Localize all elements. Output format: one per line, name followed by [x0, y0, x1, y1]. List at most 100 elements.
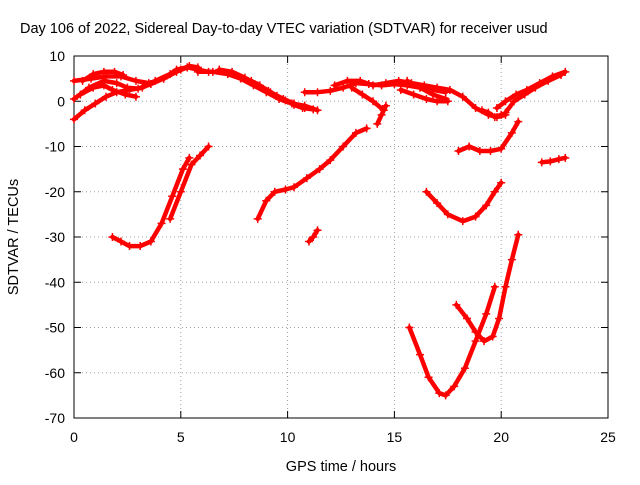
x-tick-label: 15 — [387, 429, 403, 445]
x-tick-label: 5 — [177, 429, 185, 445]
data-point — [339, 142, 348, 151]
data-point — [433, 199, 442, 208]
data-point — [561, 153, 570, 162]
series-track-u — [166, 142, 213, 223]
data-point — [497, 144, 506, 153]
data-point — [561, 67, 570, 76]
data-point — [405, 323, 414, 332]
series-track-x — [422, 178, 506, 226]
data-point — [497, 110, 506, 119]
series-line — [503, 72, 564, 115]
data-point — [281, 185, 290, 194]
data-point — [369, 81, 378, 90]
data-point — [290, 183, 299, 192]
data-layer — [70, 61, 570, 400]
data-point — [471, 212, 480, 221]
data-point — [514, 230, 523, 239]
data-point — [330, 81, 339, 90]
data-point — [159, 74, 168, 83]
y-tick-label: 10 — [49, 48, 65, 64]
data-point — [193, 67, 202, 76]
series-track-y — [405, 282, 499, 400]
data-point — [125, 242, 134, 251]
series-line — [424, 180, 504, 224]
x-tick-label: 0 — [70, 429, 78, 445]
series-line — [454, 232, 521, 344]
data-point — [215, 65, 224, 74]
data-point — [510, 97, 519, 106]
data-point — [369, 97, 378, 106]
x-tick-label: 10 — [280, 429, 296, 445]
data-point — [460, 364, 469, 373]
data-point — [112, 79, 121, 88]
y-tick-label: -30 — [45, 229, 65, 245]
data-point — [486, 147, 495, 156]
data-point — [247, 76, 256, 85]
data-point — [70, 94, 78, 103]
data-point — [477, 106, 486, 115]
series-track-h — [247, 76, 318, 114]
data-point — [108, 85, 117, 94]
data-point — [495, 314, 504, 323]
data-point — [78, 76, 87, 85]
data-point — [471, 337, 480, 346]
series-line — [404, 78, 448, 102]
data-point — [441, 94, 450, 103]
series-line — [71, 65, 190, 102]
data-point — [185, 153, 194, 162]
data-point — [228, 67, 237, 76]
data-point — [183, 63, 192, 72]
data-point — [110, 67, 119, 76]
data-point — [240, 73, 249, 82]
data-point — [501, 108, 510, 117]
data-point — [208, 67, 217, 76]
data-point — [452, 300, 461, 309]
data-point — [176, 187, 185, 196]
x-axis-label: GPS time / hours — [286, 459, 396, 475]
series-track-d — [76, 81, 140, 101]
data-point — [196, 151, 205, 160]
data-point — [270, 187, 279, 196]
data-point — [281, 96, 290, 105]
series-line — [407, 284, 498, 398]
data-point — [131, 76, 140, 85]
data-point — [394, 76, 403, 85]
data-point — [422, 94, 431, 103]
series-line — [255, 126, 369, 222]
series-track-q — [477, 106, 506, 122]
y-tick-label: -70 — [45, 410, 65, 426]
data-point — [484, 108, 493, 117]
data-point — [403, 76, 412, 85]
data-point — [492, 104, 501, 113]
data-point — [304, 237, 313, 246]
x-tick-label: 25 — [600, 429, 616, 445]
series-line — [479, 108, 504, 120]
data-point — [166, 214, 175, 223]
data-point — [356, 76, 365, 85]
data-point — [482, 201, 491, 210]
data-point — [300, 88, 309, 97]
data-point — [512, 90, 521, 99]
data-point — [490, 187, 499, 196]
data-point — [520, 90, 529, 99]
data-point — [381, 79, 390, 88]
data-point — [409, 90, 418, 99]
data-point — [490, 113, 499, 122]
data-point — [187, 160, 196, 169]
data-point — [168, 192, 177, 201]
data-point — [146, 80, 155, 89]
y-tick-label: -50 — [45, 320, 65, 336]
data-point — [490, 282, 499, 291]
data-point — [554, 155, 563, 164]
data-point — [443, 210, 452, 219]
data-point — [339, 83, 348, 92]
data-point — [537, 158, 546, 167]
data-point — [264, 86, 273, 95]
y-tick-label: -20 — [45, 184, 65, 200]
data-point — [373, 119, 382, 128]
data-point — [557, 71, 566, 80]
data-point — [157, 219, 166, 228]
data-point — [123, 83, 132, 92]
data-point — [253, 214, 262, 223]
